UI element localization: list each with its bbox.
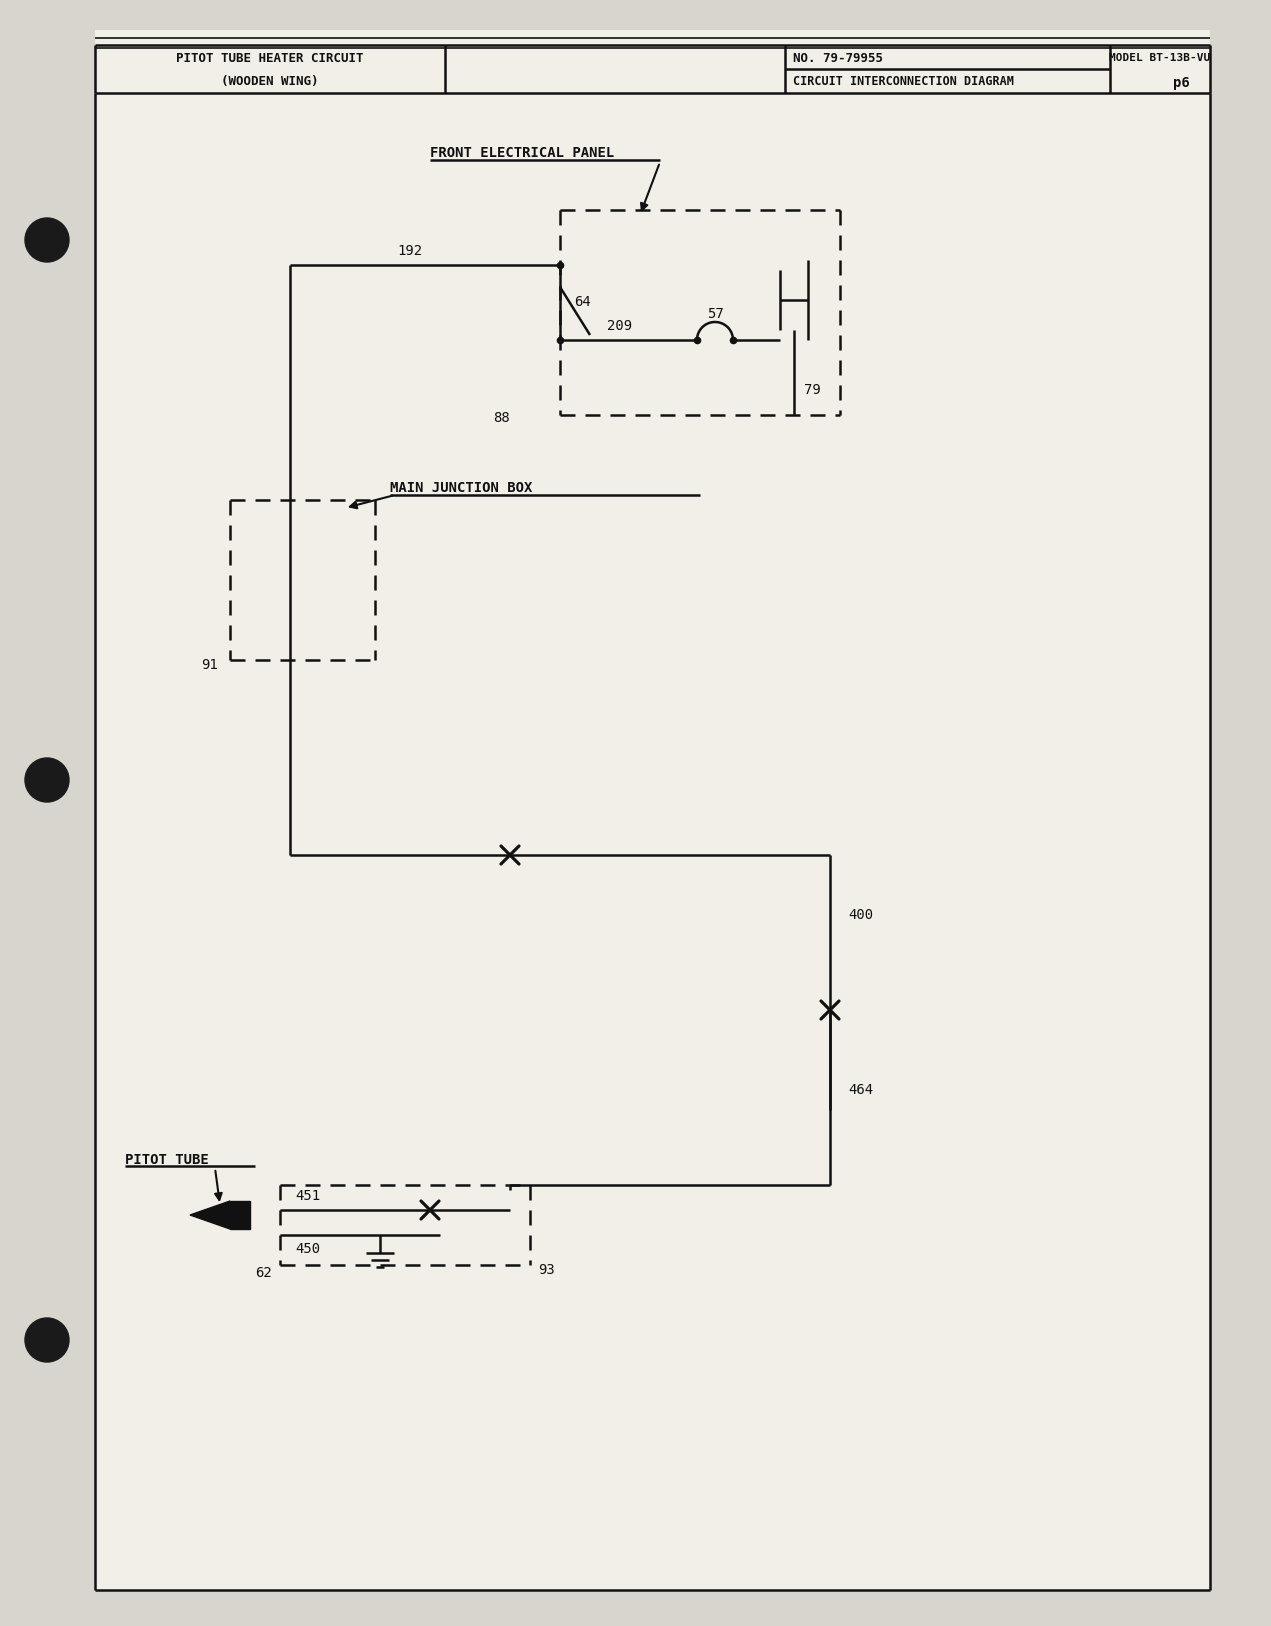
Text: 192: 192 (398, 244, 422, 259)
Text: 400: 400 (848, 907, 873, 922)
Text: 93: 93 (538, 1263, 554, 1276)
Text: 450: 450 (295, 1242, 320, 1255)
Text: 88: 88 (493, 411, 510, 424)
Text: 79: 79 (805, 384, 821, 397)
Bar (230, 1202, 250, 1229)
Text: PITOT TUBE: PITOT TUBE (125, 1153, 208, 1167)
Text: 451: 451 (295, 1189, 320, 1203)
Text: MAIN JUNCTION BOX: MAIN JUNCTION BOX (390, 481, 533, 494)
Text: p6: p6 (1173, 76, 1190, 89)
Circle shape (25, 758, 69, 802)
Polygon shape (189, 1202, 230, 1229)
Text: 91: 91 (201, 659, 219, 672)
Text: 62: 62 (255, 1267, 272, 1280)
Text: FRONT ELECTRICAL PANEL: FRONT ELECTRICAL PANEL (430, 146, 614, 159)
Circle shape (25, 1319, 69, 1363)
Text: 64: 64 (574, 294, 591, 309)
Text: (WOODEN WING): (WOODEN WING) (221, 75, 319, 88)
Text: 57: 57 (707, 307, 723, 320)
Text: 209: 209 (608, 319, 633, 333)
Text: 464: 464 (848, 1083, 873, 1098)
Text: MODEL BT-13B-VU: MODEL BT-13B-VU (1110, 54, 1210, 63)
Circle shape (25, 218, 69, 262)
Text: PITOT TUBE HEATER CIRCUIT: PITOT TUBE HEATER CIRCUIT (177, 52, 364, 65)
Text: NO. 79-79955: NO. 79-79955 (793, 52, 883, 65)
Text: CIRCUIT INTERCONNECTION DIAGRAM: CIRCUIT INTERCONNECTION DIAGRAM (793, 75, 1014, 88)
Bar (95, 29, 1210, 1590)
